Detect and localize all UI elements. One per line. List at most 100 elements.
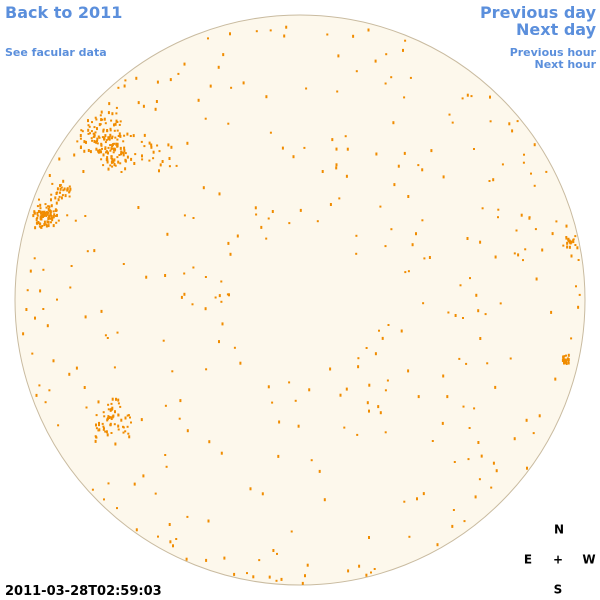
facula [58,157,61,161]
facula [80,145,82,149]
facula [207,519,210,523]
facula [233,346,236,349]
facula [45,215,48,217]
facula [355,70,358,73]
facula [104,122,107,125]
facula [50,217,52,220]
facula [538,414,541,418]
facula [105,139,108,142]
facula [501,163,504,166]
facula [152,157,155,160]
facula [575,285,577,288]
facular-link[interactable]: See facular data [5,46,107,59]
facula [492,461,495,465]
facula [59,187,62,191]
facula [515,229,518,232]
facula [110,157,113,160]
facula [522,259,524,262]
facula [385,53,388,56]
facula [265,95,268,99]
next-day-link[interactable]: Next day [516,20,597,39]
facula [343,426,346,429]
facula [59,184,62,186]
facula [564,359,567,363]
facula [481,207,484,210]
facula [533,184,536,187]
facula [214,296,217,299]
facula [133,482,136,486]
facula [442,374,445,378]
facula [570,337,573,340]
facula [91,121,93,124]
facula [100,150,102,154]
facula [577,259,580,261]
facula [115,119,118,123]
facula [111,406,114,410]
timestamp: 2011-03-28T02:59:03 [5,584,162,599]
facula [276,552,278,555]
facula [470,95,473,98]
facula [462,317,464,319]
facula [117,428,120,431]
facula [42,268,45,271]
next-hour-link[interactable]: Next hour [535,58,597,71]
facula [80,129,83,132]
facula [346,147,349,151]
facula [126,155,129,159]
facula [572,241,575,244]
facula [318,469,321,473]
facula [42,211,45,214]
back-link[interactable]: Back to 2011 [5,3,122,22]
facula [43,220,46,224]
facula [568,245,571,249]
facula [480,454,483,458]
facula [165,465,168,468]
facula [486,362,489,365]
facula [109,133,112,137]
facula [479,240,482,244]
facula [111,135,114,138]
facula [171,370,174,373]
facula [357,365,360,369]
previous-hour-link[interactable]: Previous hour [510,46,597,59]
facula [404,39,407,42]
facula [337,54,340,58]
facula [393,183,396,187]
facula [109,129,112,132]
facula [191,303,194,306]
facula [447,311,450,314]
facula [100,142,103,146]
facula [33,257,36,260]
facula [384,82,387,85]
facula [140,140,143,143]
facula [93,134,96,137]
facula [218,294,221,298]
facula [36,217,39,219]
facula [523,153,525,156]
previous-day-link[interactable]: Previous day [480,3,597,22]
facula [102,164,105,167]
facula [154,492,157,495]
facula [110,119,113,122]
facula [58,195,61,198]
facula [113,423,116,426]
facula [39,215,42,219]
facula [175,164,178,167]
facula [423,257,426,260]
facula [55,209,58,212]
facula [329,367,332,371]
facula [172,544,174,548]
facula [106,156,109,160]
facula [474,495,477,499]
facula [110,155,113,158]
facula [102,428,105,431]
facula [102,153,105,157]
facula [288,222,291,225]
facula [50,221,52,224]
facula [116,144,119,148]
facula [526,466,528,470]
facula [116,138,119,141]
compass-north: N [554,523,564,537]
facula [118,154,121,156]
